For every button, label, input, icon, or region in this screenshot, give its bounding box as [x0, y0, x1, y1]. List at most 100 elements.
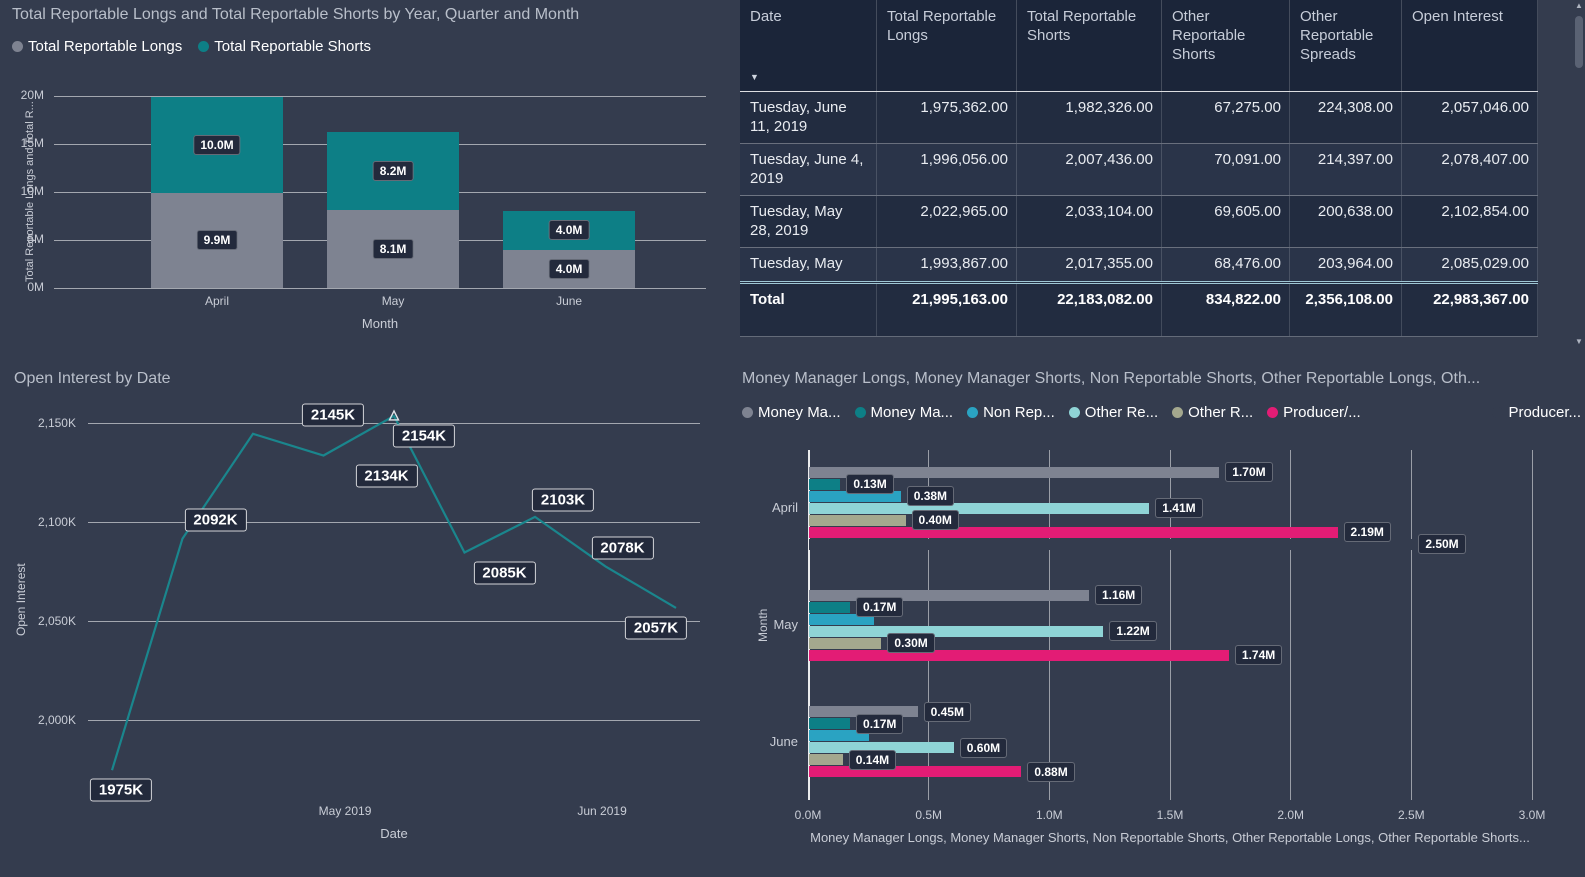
bar-money-manager-longs[interactable] [809, 466, 1220, 478]
gridline [88, 522, 700, 524]
table-total-row: Total 21,995,163.00 22,183,082.00 834,822.0… [740, 281, 1538, 337]
bar-money-manager-shorts[interactable] [809, 478, 841, 490]
legend-item-total-reportable-shorts[interactable]: Total Reportable Shorts [198, 38, 371, 55]
column-header-other-reportable-spreads[interactable]: Other Reportable Spreads [1290, 0, 1402, 91]
legend-item-producer[interactable]: Producer/... [1267, 404, 1361, 421]
chart-title: Open Interest by Date [14, 370, 171, 387]
cell-value: 214,397.00 [1290, 144, 1402, 195]
cell-value: 203,964.00 [1290, 248, 1402, 281]
chart-title: Money Manager Longs, Money Manager Short… [742, 370, 1481, 387]
y-axis-tick: June [769, 733, 798, 749]
cell-value: 2,022,965.00 [877, 196, 1017, 247]
gridline [1290, 450, 1292, 800]
y-axis-tick: 2,100K [37, 514, 76, 529]
data-table: Date ▼ Total Reportable Longs Total Reporta… [740, 0, 1585, 352]
gridline [928, 450, 930, 800]
line-chart: Open Interest by Date Open Interest 2,15… [6, 360, 718, 872]
column-header-total-reportable-shorts[interactable]: Total Reportable Shorts [1017, 0, 1162, 91]
x-axis-tick: June [556, 294, 583, 308]
x-axis-tick: May [381, 294, 405, 308]
x-axis-tick: 0.0M [794, 808, 822, 822]
legend-item-non-rep[interactable]: Non Rep... [967, 404, 1055, 421]
data-label: 0.40M [911, 510, 959, 531]
cell-value: 2,007,436.00 [1017, 144, 1162, 195]
column-header-open-interest[interactable]: Open Interest [1402, 0, 1538, 91]
data-label: 0.30M [887, 633, 935, 653]
table-row[interactable]: Tuesday, May 1,993,867.00 2,017,355.00 68,4… [740, 248, 1538, 281]
legend-label: Total Reportable Shorts [214, 38, 372, 55]
legend-item-producer[interactable]: Producer... [1492, 404, 1581, 421]
chart-legend: Money Ma... Money Ma... Non Rep... Other Re… [742, 404, 1581, 421]
y-axis-line [808, 450, 810, 800]
bar-other-reportable-longs[interactable] [809, 502, 1150, 514]
cell-date: Tuesday, June 4, 2019 [740, 144, 877, 195]
cell-date: Tuesday, May [740, 248, 877, 281]
bar-money-manager-longs[interactable] [809, 589, 1089, 601]
y-axis-tick: 15M [20, 136, 44, 150]
legend-label: Other Re... [1084, 404, 1159, 421]
cell-value: 67,275.00 [1162, 92, 1290, 143]
gridline [88, 423, 700, 425]
legend-dot-icon [1492, 407, 1504, 418]
cell-value: 2,057,046.00 [1402, 92, 1538, 143]
gridline [88, 621, 700, 623]
legend-label: Non Rep... [983, 404, 1055, 421]
legend-item-money-ma[interactable]: Money Ma... [854, 404, 953, 421]
cell-value: 2,102,854.00 [1402, 196, 1538, 247]
data-label: 1.16M [1094, 585, 1143, 605]
gridline [88, 720, 700, 722]
bar-money-manager-longs[interactable] [809, 706, 918, 718]
gridline [1531, 450, 1533, 800]
legend-item-other-r[interactable]: Other R... [1172, 404, 1253, 421]
table-row[interactable]: Tuesday, May 28, 2019 2,022,965.00 2,033,1… [740, 196, 1538, 248]
legend-dot-icon [854, 407, 866, 418]
data-label: 4.0M [548, 258, 590, 279]
scrollbar-thumb[interactable] [1575, 16, 1583, 68]
data-label: 0.14M [848, 749, 897, 770]
gridline [54, 287, 706, 289]
bar-producer-2[interactable] [809, 538, 1413, 550]
table-row[interactable]: Tuesday, June 4, 2019 1,996,056.00 2,007,4… [740, 144, 1538, 196]
legend-item-money-ma[interactable]: Money Ma... [742, 404, 841, 421]
x-axis: 0.0M 0.5M 1.0M 1.5M 2.0M 2.5M 3.0M [740, 808, 1585, 824]
legend-dot-icon [967, 407, 979, 418]
bar-non-reportable-shorts[interactable] [809, 490, 901, 502]
data-label: 8.1M [372, 239, 414, 260]
bar-other-reportable-longs[interactable] [809, 625, 1104, 637]
peak-marker-icon[interactable] [388, 409, 400, 421]
bar-producer[interactable] [809, 766, 1022, 778]
total-value: 2,356,108.00 [1290, 284, 1402, 336]
bar-producer[interactable] [809, 649, 1229, 661]
table-scrollbar[interactable]: ▲ ▼ [1573, 0, 1585, 348]
data-label: 8.2M [372, 160, 414, 181]
cell-value: 200,638.00 [1290, 196, 1402, 247]
legend-item-total-reportable-longs[interactable]: Total Reportable Longs [12, 38, 182, 55]
x-axis-tick: Jun 2019 [577, 804, 627, 818]
column-header-other-reportable-shorts[interactable]: Other Reportable Shorts [1162, 0, 1290, 91]
column-header-date[interactable]: Date ▼ [740, 0, 877, 91]
bar-non-reportable-shorts[interactable] [809, 613, 875, 625]
line-series[interactable] [110, 414, 677, 771]
bar-producer[interactable] [809, 526, 1338, 538]
total-value: 834,822.00 [1162, 284, 1290, 336]
data-label: 2085K [473, 561, 536, 584]
bar-other-reportable-longs[interactable] [809, 742, 954, 754]
bar-other-reportable-shorts[interactable] [809, 514, 906, 526]
data-label: 2134K [355, 464, 418, 488]
bar-non-reportable-shorts[interactable] [809, 730, 870, 742]
scroll-up-icon[interactable]: ▲ [1575, 1, 1583, 10]
data-label: 0.38M [906, 486, 955, 507]
scroll-down-icon[interactable]: ▼ [1575, 337, 1583, 346]
column-header-total-reportable-longs[interactable]: Total Reportable Longs [877, 0, 1017, 91]
legend-item-other-re[interactable]: Other Re... [1068, 404, 1159, 421]
data-label: 1.70M [1225, 462, 1273, 483]
data-label: 0.17M [856, 713, 904, 734]
table-header-row: Date ▼ Total Reportable Longs Total Reporta… [740, 0, 1538, 92]
bar-money-manager-shorts[interactable] [809, 718, 851, 730]
x-axis-title: Month [361, 316, 399, 331]
bar-other-reportable-shorts[interactable] [809, 754, 843, 766]
data-label: 0.45M [923, 701, 971, 722]
bar-other-reportable-shorts[interactable] [809, 637, 882, 649]
bar-money-manager-shorts[interactable] [809, 601, 851, 613]
table-row[interactable]: Tuesday, June 11, 2019 1,975,362.00 1,982,… [740, 92, 1538, 144]
